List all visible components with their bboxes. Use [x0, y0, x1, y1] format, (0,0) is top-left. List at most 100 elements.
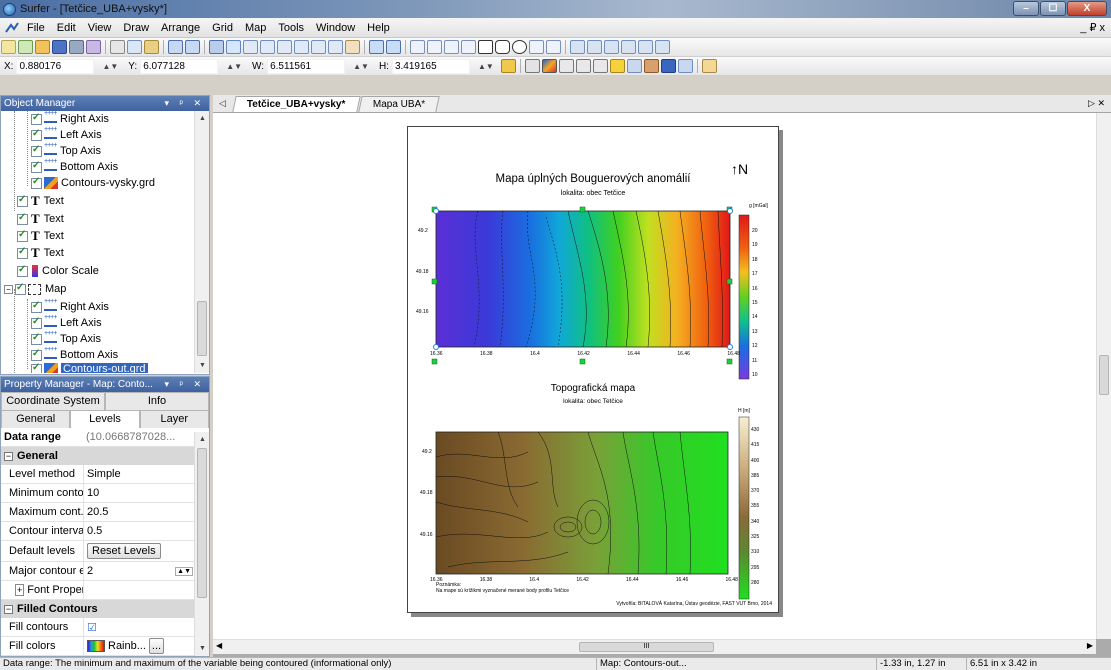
new-base-map-icon[interactable] [643, 59, 659, 73]
visibility-checkbox[interactable] [31, 128, 42, 141]
zoom-in-icon[interactable] [243, 40, 258, 54]
rectangle-icon[interactable] [478, 40, 493, 54]
tab-info[interactable]: Info [105, 392, 209, 410]
zoom-page-icon[interactable] [311, 40, 326, 54]
maximum-contour-value[interactable]: 20.5 [83, 503, 196, 521]
grid-node-editor-icon[interactable] [604, 40, 619, 54]
scroll-right-icon[interactable]: ▶ [1086, 641, 1093, 650]
tree-item-contours-out[interactable]: Contours-out.grd [31, 361, 148, 373]
maximum-contour-row[interactable]: Maximum cont... 20.5 [1, 503, 196, 522]
visibility-checkbox[interactable] [31, 348, 42, 361]
property-scrollbar[interactable]: ▲ ▼ [194, 432, 209, 656]
y-position-field[interactable]: Y: 6.077128 ▲▼ [128, 58, 243, 74]
lock-icon[interactable] [500, 59, 516, 73]
menu-draw[interactable]: Draw [123, 21, 150, 34]
width-field[interactable]: W: 6.511561 ▲▼ [252, 58, 369, 74]
scripter-icon[interactable] [655, 40, 670, 54]
y-value[interactable]: 6.077128 [140, 58, 219, 74]
visibility-checkbox[interactable] [17, 246, 28, 259]
menu-map[interactable]: Map [244, 21, 267, 34]
tree-item-top-axis[interactable]: Top Axis [31, 142, 101, 159]
spinner-icon[interactable]: ▲▼ [175, 566, 193, 576]
fill-colors-value[interactable]: Rainb... [108, 640, 146, 652]
mdi-controls[interactable]: _ ₽ x [1080, 22, 1105, 34]
redo-icon[interactable] [185, 40, 200, 54]
new-watershed-icon[interactable] [677, 59, 693, 73]
open-icon[interactable] [35, 40, 50, 54]
object-tree-scrollbar[interactable]: ▲ ▼ [194, 111, 209, 373]
rounded-rectangle-icon[interactable] [495, 40, 510, 54]
collapse-icon[interactable]: − [4, 450, 13, 461]
w-value[interactable]: 6.511561 [267, 58, 346, 74]
contour-interval-row[interactable]: Contour interval 0.5 [1, 522, 196, 541]
copy-icon[interactable] [127, 40, 142, 54]
scroll-thumb[interactable]: III [579, 642, 714, 652]
symbol-icon[interactable] [461, 40, 476, 54]
close-button[interactable]: X [1067, 1, 1107, 16]
x-position-field[interactable]: X: 0.880176 ▲▼ [4, 58, 119, 74]
w-spinner-icon[interactable]: ▲▼ [353, 61, 369, 71]
visibility-checkbox[interactable] [17, 194, 28, 207]
visibility-checkbox[interactable] [31, 362, 42, 373]
tab-layer[interactable]: Layer [139, 410, 209, 428]
tree-item-contours-vysky[interactable]: Contours-vysky.grd [31, 175, 155, 191]
visibility-checkbox[interactable] [31, 112, 42, 125]
overlay-maps-icon[interactable] [701, 59, 717, 73]
menu-view[interactable]: View [87, 21, 112, 34]
new-classed-post-icon[interactable] [660, 59, 676, 73]
menu-file[interactable]: File [27, 21, 45, 34]
panel-controls-icon[interactable]: ▾ ᵖ ✕ [164, 379, 205, 389]
polygon-icon[interactable] [427, 40, 442, 54]
scroll-down-icon[interactable]: ▼ [199, 362, 206, 369]
visibility-checkbox[interactable] [17, 229, 28, 242]
tree-item-top-axis[interactable]: Top Axis [31, 330, 101, 347]
visibility-checkbox[interactable] [31, 144, 42, 157]
tab-nav-close-icon[interactable]: ▷ ✕ [1088, 98, 1105, 108]
tree-item-right-axis[interactable]: Right Axis [31, 298, 109, 315]
plot-canvas[interactable]: Mapa úplných Bouguerových anomálií lokal… [213, 113, 1096, 639]
tab-mapa-uba[interactable]: Mapa UBA* [358, 96, 441, 112]
major-contour-row[interactable]: Major contour e...2▲▼ [1, 562, 196, 581]
menu-edit[interactable]: Edit [56, 21, 76, 34]
tab-general[interactable]: General [1, 410, 71, 428]
new-icon[interactable] [1, 40, 16, 54]
expand-icon[interactable]: + [15, 584, 25, 596]
undo-icon[interactable] [168, 40, 183, 54]
colormap-browse-button[interactable]: ... [148, 638, 165, 654]
new-vector-map-icon[interactable] [575, 59, 591, 73]
tree-item-bottom-axis[interactable]: Bottom Axis [31, 346, 118, 363]
pan-icon[interactable] [345, 40, 360, 54]
new-shaded-relief-icon[interactable] [558, 59, 574, 73]
level-method-row[interactable]: Level method Simple [1, 465, 196, 484]
menu-tools[interactable]: Tools [278, 21, 305, 34]
select-icon[interactable] [226, 40, 241, 54]
tab-coordinate-system[interactable]: Coordinate System [1, 392, 105, 410]
help-icon[interactable] [209, 40, 224, 54]
collapse-icon[interactable]: − [4, 603, 13, 614]
level-method-value[interactable]: Simple [83, 465, 196, 483]
height-field[interactable]: H: 3.419165 ▲▼ [378, 58, 494, 74]
tree-item-right-axis[interactable]: Right Axis [31, 111, 109, 127]
cut-icon[interactable] [110, 40, 125, 54]
visibility-checkbox[interactable] [31, 160, 42, 173]
save-icon[interactable] [52, 40, 67, 54]
menu-grid[interactable]: Grid [212, 21, 233, 34]
scroll-thumb[interactable] [197, 301, 207, 356]
tree-item-bottom-axis[interactable]: Bottom Axis [31, 158, 118, 175]
visibility-checkbox[interactable] [31, 316, 42, 329]
section-filled-contours[interactable]: − Filled Contours [1, 600, 196, 618]
reset-levels-button[interactable]: Reset Levels [87, 543, 161, 559]
scroll-thumb[interactable] [1099, 355, 1109, 395]
reshape-icon[interactable] [546, 40, 561, 54]
redraw-icon[interactable] [386, 40, 401, 54]
spline-icon[interactable] [529, 40, 544, 54]
minimum-contour-row[interactable]: Minimum conto...10 [1, 484, 196, 503]
ellipse-icon[interactable] [512, 40, 527, 54]
scroll-up-icon[interactable]: ▲ [199, 436, 206, 443]
scroll-thumb[interactable] [197, 448, 207, 598]
print-icon[interactable] [69, 40, 84, 54]
visibility-checkbox[interactable] [15, 282, 26, 295]
